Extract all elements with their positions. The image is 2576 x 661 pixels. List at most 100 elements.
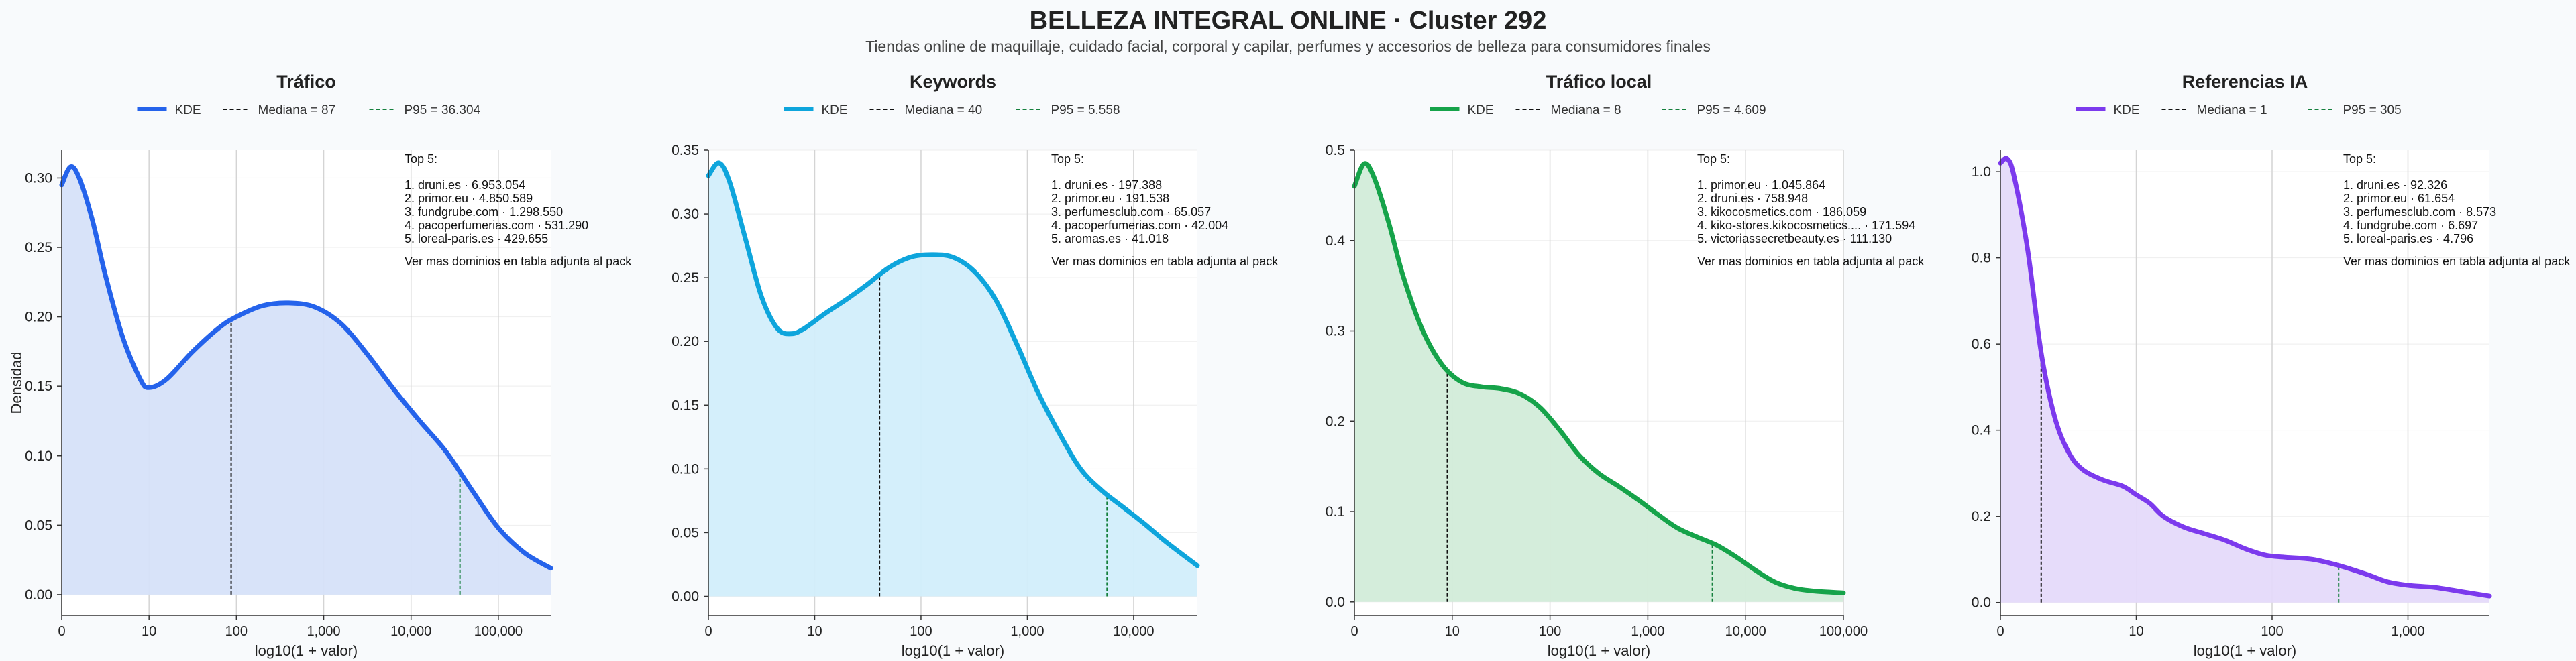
top5-item: 5. victoriassecretbeauty.es · 111.130 xyxy=(1697,232,1892,245)
y-tick-label: 0.10 xyxy=(25,448,52,464)
legend-kde-label: KDE xyxy=(175,103,201,117)
x-tick-label: 1,000 xyxy=(1631,624,1664,639)
x-tick-label: 10,000 xyxy=(390,624,431,639)
top5-item: 3. fundgrube.com · 1.298.550 xyxy=(405,205,563,219)
figure-subtitle: Tiendas online de maquillaje, cuidado fa… xyxy=(865,38,1711,55)
legend: KDE Mediana = 40 P95 = 5.558 xyxy=(784,103,1120,117)
top5-item: 1. druni.es · 92.326 xyxy=(2343,178,2447,192)
x-axis-label: log10(1 + valor) xyxy=(902,642,1004,659)
x-tick-label: 10 xyxy=(2129,624,2143,639)
top5-item: 3. perfumesclub.com · 8.573 xyxy=(2343,205,2496,219)
top5-item: 4. pacoperfumerias.com · 42.004 xyxy=(1051,219,1228,232)
y-tick-label: 0.6 xyxy=(1972,337,1991,352)
x-axis-label: log10(1 + valor) xyxy=(2194,642,2296,659)
y-tick-label: 0.8 xyxy=(1972,251,1991,266)
x-tick-label: 10 xyxy=(142,624,156,639)
y-tick-label: 0.00 xyxy=(25,587,52,603)
legend-kde-label: KDE xyxy=(2114,103,2140,117)
kde-area xyxy=(2000,158,2489,603)
y-tick-label: 1.0 xyxy=(1972,164,1991,180)
x-tick-label: 10 xyxy=(1445,624,1460,639)
x-tick-label: 0 xyxy=(704,624,712,639)
legend-median-label: Mediana = 8 xyxy=(1551,103,1621,117)
x-tick-label: 0 xyxy=(58,624,65,639)
y-tick-label: 0.0 xyxy=(1326,595,1345,610)
legend: KDE Mediana = 87 P95 = 36.304 xyxy=(137,103,481,117)
y-tick-label: 0.00 xyxy=(672,589,699,604)
legend: KDE Mediana = 8 P95 = 4.609 xyxy=(1430,103,1766,117)
kde-area xyxy=(62,166,551,595)
top5-item: 1. druni.es · 197.388 xyxy=(1051,178,1162,192)
panel-title: Keywords xyxy=(910,72,996,92)
top5-header: Top 5: xyxy=(1051,152,1084,166)
top5-header: Top 5: xyxy=(2343,152,2376,166)
figure-title: BELLEZA INTEGRAL ONLINE · Cluster 292 xyxy=(1030,7,1547,35)
y-tick-label: 0.30 xyxy=(25,170,52,186)
y-tick-label: 0.0 xyxy=(1972,595,1991,611)
kde-line xyxy=(706,160,1200,568)
x-tick-label: 1,000 xyxy=(307,624,341,639)
x-tick-label: 100 xyxy=(2261,624,2283,639)
y-tick-label: 0.20 xyxy=(672,334,699,349)
y-tick-label: 0.4 xyxy=(1326,233,1346,249)
legend-p95-label: P95 = 36.304 xyxy=(405,103,481,117)
x-tick-label: 1,000 xyxy=(1010,624,1044,639)
y-tick-label: 0.30 xyxy=(672,206,699,222)
panel-title: Referencias IA xyxy=(2182,72,2308,92)
kde-line xyxy=(1352,161,1846,595)
x-tick-label: 1,000 xyxy=(2391,624,2424,639)
x-tick-label: 0 xyxy=(1996,624,2004,639)
y-tick-label: 0.1 xyxy=(1326,504,1345,520)
y-axis-label: Densidad xyxy=(8,352,25,414)
top5-footer: Ver mas dominios en tabla adjunta al pac… xyxy=(1051,255,1279,268)
x-axis-label: log10(1 + valor) xyxy=(1548,642,1650,659)
x-tick-label: 10,000 xyxy=(1113,624,1154,639)
top5-item: 3. perfumesclub.com · 65.057 xyxy=(1051,205,1211,219)
top5-item: 4. kiko-stores.kikocosmetics.... · 171.5… xyxy=(1697,219,1915,232)
y-tick-label: 0.05 xyxy=(25,518,52,533)
panel-title: Tráfico xyxy=(276,72,336,92)
x-tick-label: 10 xyxy=(807,624,822,639)
x-tick-label: 100,000 xyxy=(1819,624,1868,639)
x-axis-label: log10(1 + valor) xyxy=(255,642,358,659)
legend-kde-label: KDE xyxy=(1468,103,1494,117)
y-tick-label: 0.3 xyxy=(1326,324,1345,339)
top5-item: 2. primor.eu · 4.850.589 xyxy=(405,192,533,205)
top5-footer: Ver mas dominios en tabla adjunta al pac… xyxy=(405,255,632,268)
kde-area xyxy=(708,162,1197,597)
legend-median-label: Mediana = 40 xyxy=(905,103,983,117)
y-tick-label: 0.5 xyxy=(1326,143,1345,158)
top5-header: Top 5: xyxy=(1697,152,1730,166)
chart-panel-3: Tráfico local KDE Mediana = 8 P95 = 4.609 0.… xyxy=(1326,72,1925,659)
legend-median-label: Mediana = 87 xyxy=(258,103,336,117)
top5-item: 4. fundgrube.com · 6.697 xyxy=(2343,219,2478,232)
legend: KDE Mediana = 1 P95 = 305 xyxy=(2076,103,2402,117)
top5-item: 1. druni.es · 6.953.054 xyxy=(405,178,525,192)
top5-item: 1. primor.eu · 1.045.864 xyxy=(1697,178,1825,192)
x-tick-label: 100 xyxy=(225,624,248,639)
panel-title: Tráfico local xyxy=(1546,72,1652,92)
kde-line xyxy=(59,164,553,571)
top5-item: 3. kikocosmetics.com · 186.059 xyxy=(1697,205,1866,219)
top5-header: Top 5: xyxy=(405,152,437,166)
y-tick-label: 0.4 xyxy=(1972,423,1992,438)
x-tick-label: 10,000 xyxy=(1725,624,1766,639)
top5-item: 2. primor.eu · 191.538 xyxy=(1051,192,1169,205)
legend-kde-label: KDE xyxy=(822,103,848,117)
y-tick-label: 0.2 xyxy=(1326,414,1345,429)
y-tick-label: 0.35 xyxy=(672,143,699,158)
top5-item: 4. pacoperfumerias.com · 531.290 xyxy=(405,219,588,232)
x-tick-label: 100,000 xyxy=(474,624,523,639)
y-tick-label: 0.10 xyxy=(672,461,699,477)
y-tick-label: 0.15 xyxy=(25,379,52,394)
top5-item: 5. aromas.es · 41.018 xyxy=(1051,232,1169,245)
top5-item: 2. primor.eu · 61.654 xyxy=(2343,192,2455,205)
legend-p95-label: P95 = 305 xyxy=(2343,103,2402,117)
chart-panel-4: Referencias IA KDE Mediana = 1 P95 = 305 0.0… xyxy=(1972,72,2571,659)
top5-item: 2. druni.es · 758.948 xyxy=(1697,192,1808,205)
x-tick-label: 100 xyxy=(910,624,932,639)
